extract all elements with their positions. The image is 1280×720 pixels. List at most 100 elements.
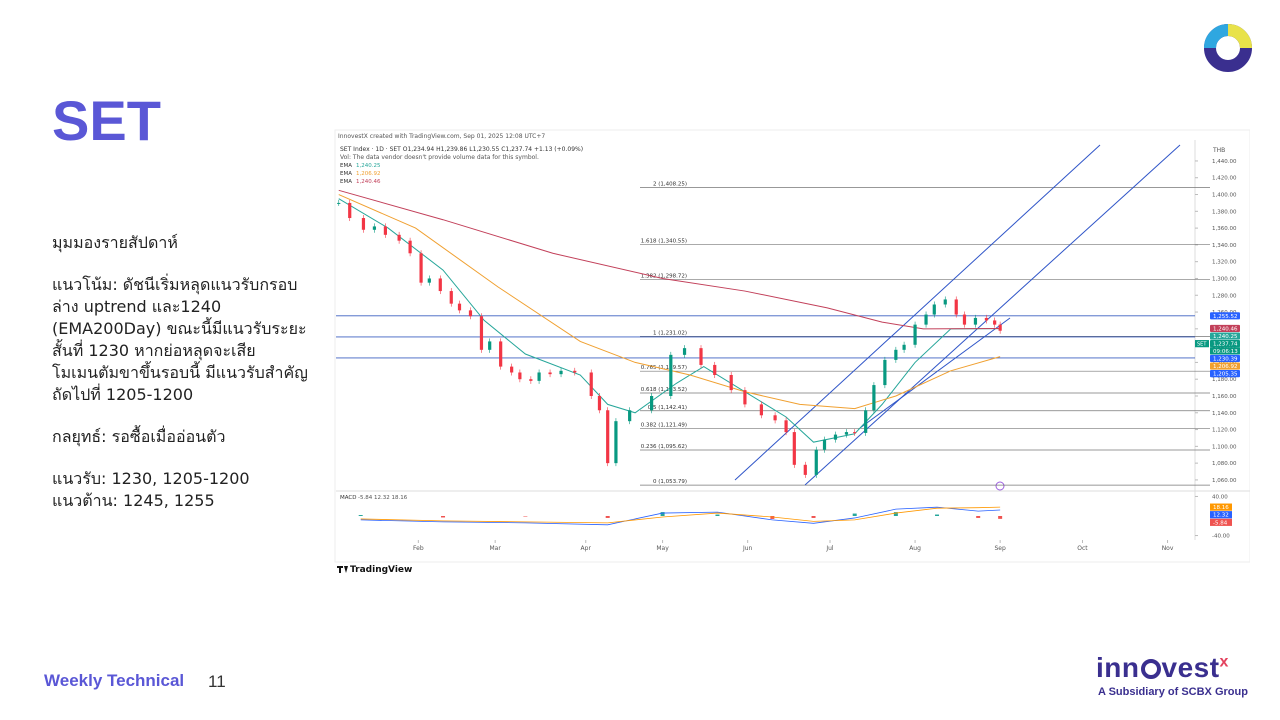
macd-tag [1210, 511, 1232, 519]
candle-body [468, 310, 473, 317]
candle-body [913, 324, 917, 345]
commentary: มุมมองรายสัปดาห์ แนวโน้ม: ดัชนีเริ่มหลุด… [52, 232, 320, 532]
candle-body [669, 354, 673, 396]
brand-sub: A Subsidiary of SCBX Group [1098, 686, 1248, 698]
chart-frame [334, 129, 1250, 563]
price-tag-label: 1,205.35 [1213, 372, 1238, 378]
x-tick-label: Oct [1077, 545, 1088, 552]
y-tick-label: 1,320.00 [1212, 260, 1237, 266]
credit: InnovestX created with TradingView.com, … [338, 133, 545, 140]
y-tick-label: 1,140.00 [1212, 411, 1237, 417]
candle-body [348, 202, 352, 219]
candle-body [397, 234, 401, 241]
candle-body [954, 299, 958, 315]
chart: InnovestX created with TradingView.com, … [334, 129, 1250, 575]
candle-body [408, 240, 412, 254]
fib-label: 0 (1,053.79) [653, 479, 687, 485]
macd-hist [605, 516, 610, 518]
candle-body [488, 341, 492, 350]
event-marker [995, 481, 1005, 491]
macd-values: -5.84 12.32 18.16 [358, 495, 408, 501]
candle-body [529, 379, 533, 381]
x-tick-label: Mar [490, 545, 502, 552]
fib-label: 0.765 (1,189.57) [641, 365, 687, 371]
macd-hist [770, 516, 775, 519]
candle-body [372, 226, 377, 230]
slide-title: SET [52, 89, 161, 152]
legend-value: 1,240.46 [356, 179, 381, 185]
candle-body [713, 364, 717, 375]
macd-hist [715, 514, 720, 516]
x-tick-label: Sep [994, 545, 1006, 552]
ema-line [338, 189, 1001, 330]
brand-mark: x [1219, 653, 1229, 671]
macd-hist [441, 516, 446, 518]
candle-body [518, 372, 522, 380]
x-tick-label: Nov [1162, 545, 1174, 552]
fib-label: 1 (1,231.02) [653, 330, 687, 336]
macd-tick-label: 40.00 [1212, 494, 1228, 500]
legend-value: 1,206.92 [356, 171, 381, 177]
candle-body [962, 314, 967, 325]
fib-label: 0.236 (1,095.62) [641, 444, 687, 450]
candle-body [759, 404, 763, 416]
candle-body [883, 359, 887, 386]
macd-tag-label: 12.32 [1213, 513, 1229, 519]
x-tick-label: Apr [581, 545, 592, 552]
fib-label: 0.382 (1,121.49) [641, 422, 687, 428]
macd-hist [358, 515, 363, 516]
paragraph: แนวโน้ม: ดัชนีเริ่มหลุดแนวรับกรอบล่าง up… [52, 275, 308, 404]
candle-body [589, 372, 593, 396]
candle-body [784, 420, 788, 433]
y-tick-label: 1,400.00 [1212, 193, 1237, 199]
brand-end: vest [1161, 652, 1220, 683]
y-tick-label: 1,080.00 [1212, 461, 1237, 467]
candle-body [606, 410, 610, 464]
fib-label: 2 (1,408.25) [653, 182, 687, 188]
price-tag-label: 1,240.46 [1213, 326, 1238, 332]
x-tick-label: Aug [909, 545, 921, 552]
price-tag [1210, 370, 1240, 378]
candle-body [614, 421, 618, 464]
candle-body [894, 349, 898, 360]
volume-note: Vol: The data vendor doesn't provide vol… [340, 154, 539, 161]
macd-tag [1210, 518, 1232, 526]
brand: inn vestx [1096, 652, 1229, 684]
price-tag [1210, 362, 1240, 370]
heading: มุมมองรายสัปดาห์ [52, 233, 178, 252]
macd-line [360, 506, 1001, 526]
candle-body [803, 464, 807, 475]
candle-body [872, 385, 876, 411]
channel-line [804, 144, 1181, 486]
price-tag [1210, 340, 1240, 348]
macd-hist [660, 512, 665, 516]
page-number: 11 [208, 672, 226, 691]
y-tick-label: 1,340.00 [1212, 243, 1237, 249]
candle-body [479, 316, 484, 350]
macd-hist [998, 516, 1003, 519]
candle-body [499, 341, 503, 367]
price-tag-label: 1,230.39 [1213, 356, 1238, 362]
macd-hist [893, 512, 898, 516]
candle-body [822, 439, 827, 450]
macd-tick-label: -40.00 [1212, 534, 1230, 540]
footer: Weekly Technical [44, 671, 185, 690]
candle-body [792, 432, 796, 465]
candle-body [559, 370, 563, 375]
candle-body [833, 434, 838, 440]
candle-body [699, 348, 703, 365]
currency: THB [1212, 147, 1225, 154]
candle-body [729, 375, 733, 391]
channel-lines [734, 144, 1181, 486]
y-tick-label: 1,100.00 [1212, 444, 1237, 450]
candle-body [510, 366, 514, 373]
y-tick-label: 1,380.00 [1212, 209, 1237, 215]
candle-body [998, 324, 1002, 331]
logo-seg [1227, 24, 1252, 49]
x-tick-label: May [656, 545, 669, 552]
y-tick-label: 1,120.00 [1212, 428, 1237, 434]
header: SET Index · 1D · SET O1,234.94 H1,239.86… [340, 146, 583, 153]
candle-body [984, 317, 989, 321]
fib-label: 1.382 (1,298.72) [641, 274, 687, 280]
logo [1204, 24, 1252, 72]
